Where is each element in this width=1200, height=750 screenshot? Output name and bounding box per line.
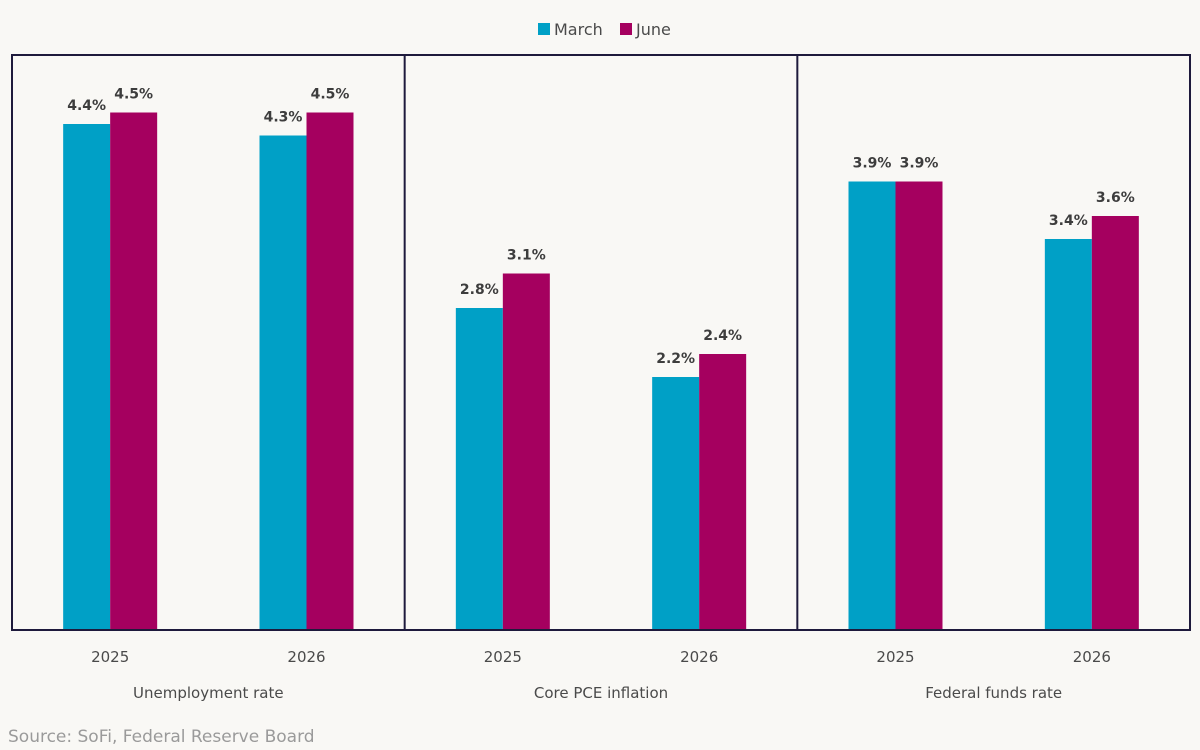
bar-march	[848, 181, 896, 630]
data-label: 2.2%	[656, 351, 695, 367]
bar-march	[63, 124, 111, 630]
legend-swatch-june	[620, 23, 632, 35]
data-label: 3.6%	[1096, 190, 1135, 206]
x-tick-label: 2025	[484, 648, 522, 666]
data-label: 3.9%	[900, 156, 939, 172]
bar-march	[259, 135, 307, 630]
data-label: 2.8%	[460, 282, 499, 298]
source-note: Source: SoFi, Federal Reserve Board	[8, 727, 315, 747]
legend: March June	[538, 20, 671, 39]
data-label: 4.5%	[311, 87, 350, 103]
bar-march	[1044, 239, 1092, 630]
bar-march	[652, 377, 700, 630]
data-label: 4.5%	[114, 87, 153, 103]
value-labels: 4.4% 4.5% 4.3% 4.5% 2.8% 3.1% 2.2% 2.4% 3.9% 3.9%…	[67, 87, 1134, 368]
bar-march	[455, 308, 503, 630]
x-tick-label: 2025	[876, 648, 914, 666]
panel-label: Federal funds rate	[925, 684, 1062, 702]
bar-june	[502, 273, 550, 630]
x-tick-label: 2026	[1073, 648, 1111, 666]
bar-june	[699, 354, 747, 630]
data-label: 3.9%	[853, 156, 892, 172]
data-label: 4.3%	[264, 110, 303, 126]
x-tick-label: 2026	[287, 648, 325, 666]
bar-june	[1091, 216, 1139, 630]
panel-label: Unemployment rate	[133, 684, 284, 702]
legend-label-june: June	[635, 20, 671, 39]
bar-june	[895, 181, 943, 630]
data-label: 3.1%	[507, 248, 546, 264]
x-tick-label: 2025	[91, 648, 129, 666]
legend-swatch-march	[538, 23, 550, 35]
panel-label: Core PCE inflation	[534, 684, 668, 702]
bar-june	[110, 112, 158, 630]
bars	[63, 112, 1139, 630]
legend-label-march: March	[554, 20, 603, 39]
data-label: 4.4%	[67, 98, 106, 114]
panel-border	[11, 54, 1191, 631]
panel-frame	[11, 54, 1191, 631]
bar-june	[306, 112, 354, 630]
data-label: 3.4%	[1049, 213, 1088, 229]
x-tick-label: 2026	[680, 648, 718, 666]
data-label: 2.4%	[703, 328, 742, 344]
